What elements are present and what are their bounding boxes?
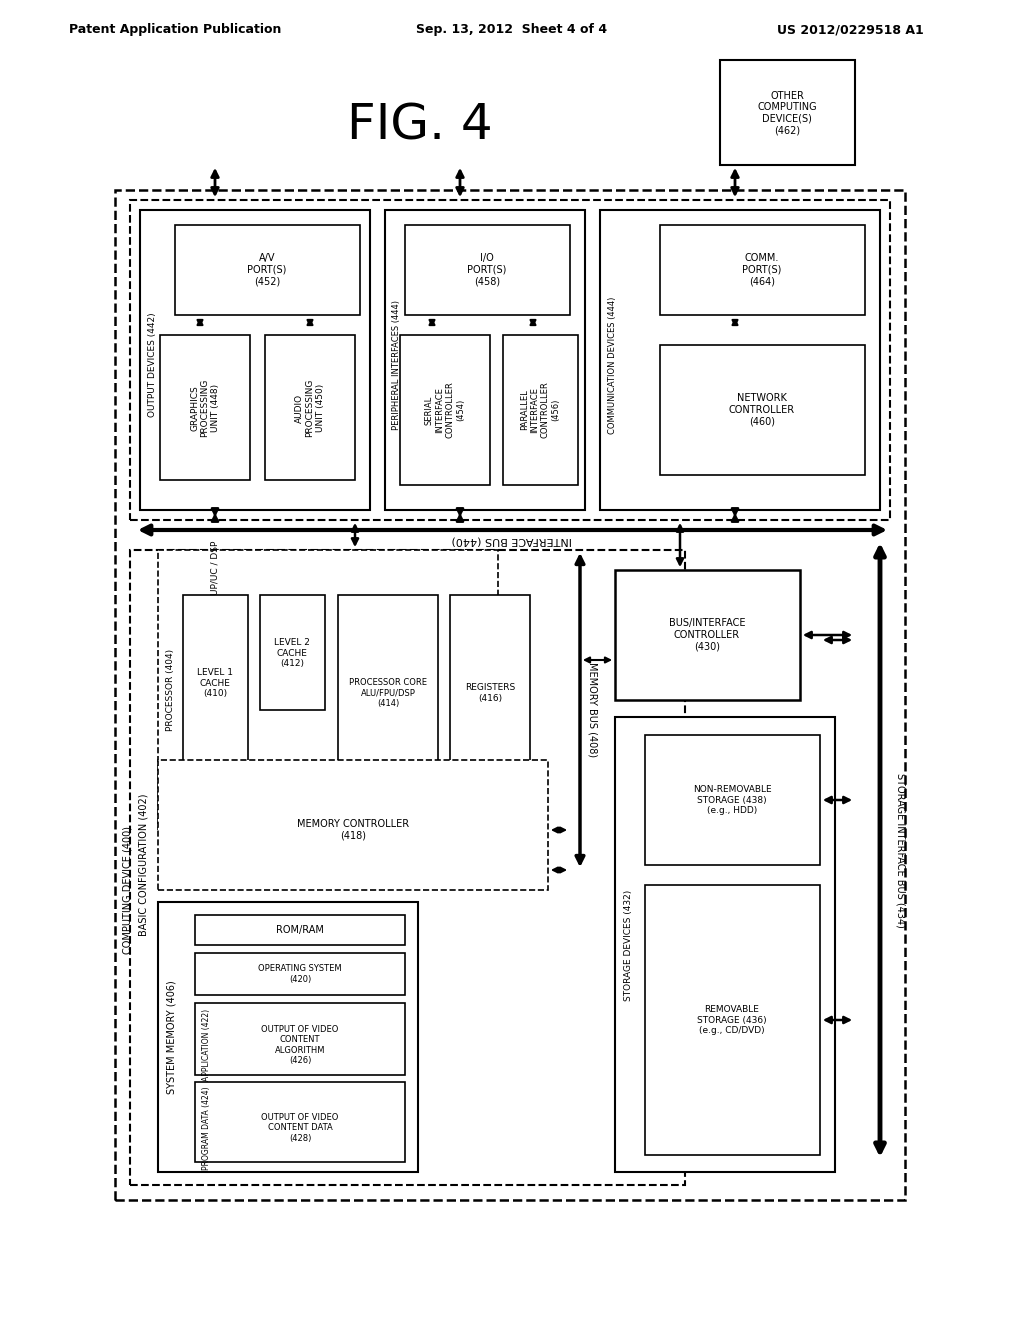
Text: SYSTEM MEMORY (406): SYSTEM MEMORY (406) <box>167 981 177 1094</box>
Text: OPERATING SYSTEM
(420): OPERATING SYSTEM (420) <box>258 965 342 983</box>
FancyBboxPatch shape <box>160 335 250 480</box>
FancyBboxPatch shape <box>183 595 248 770</box>
Text: STORAGE DEVICES (432): STORAGE DEVICES (432) <box>624 890 633 1001</box>
FancyBboxPatch shape <box>195 1082 406 1162</box>
FancyBboxPatch shape <box>130 550 685 1185</box>
Text: LEVEL 1
CACHE
(410): LEVEL 1 CACHE (410) <box>197 668 233 698</box>
FancyBboxPatch shape <box>130 201 890 520</box>
Text: COMPUTING DEVICE (400): COMPUTING DEVICE (400) <box>123 826 133 954</box>
Text: OUTPUT OF VIDEO
CONTENT
ALGORITHM
(426): OUTPUT OF VIDEO CONTENT ALGORITHM (426) <box>261 1024 339 1065</box>
Text: REMOVABLE
STORAGE (436)
(e.g., CD/DVD): REMOVABLE STORAGE (436) (e.g., CD/DVD) <box>697 1005 767 1035</box>
Text: PERIPHERAL INTERFACES (444): PERIPHERAL INTERFACES (444) <box>392 300 401 430</box>
Text: REGISTERS
(416): REGISTERS (416) <box>465 684 515 702</box>
Text: OUTPUT DEVICES (442): OUTPUT DEVICES (442) <box>147 313 157 417</box>
Text: PROCESSOR CORE
ALU/FPU/DSP
(414): PROCESSOR CORE ALU/FPU/DSP (414) <box>349 678 427 708</box>
FancyBboxPatch shape <box>600 210 880 510</box>
FancyBboxPatch shape <box>338 595 438 789</box>
Text: UP/UC / DSP: UP/UC / DSP <box>211 541 219 595</box>
FancyBboxPatch shape <box>195 953 406 995</box>
Text: STORAGE INTERFACE BUS (434): STORAGE INTERFACE BUS (434) <box>895 772 905 928</box>
Text: US 2012/0229518 A1: US 2012/0229518 A1 <box>776 24 924 37</box>
FancyBboxPatch shape <box>140 210 370 510</box>
FancyBboxPatch shape <box>645 884 820 1155</box>
Text: BUS/INTERFACE
CONTROLLER
(430): BUS/INTERFACE CONTROLLER (430) <box>669 618 745 652</box>
Text: A/V
PORT(S)
(452): A/V PORT(S) (452) <box>248 253 287 286</box>
FancyBboxPatch shape <box>660 345 865 475</box>
FancyBboxPatch shape <box>615 717 835 1172</box>
FancyBboxPatch shape <box>158 550 498 830</box>
FancyBboxPatch shape <box>645 735 820 865</box>
FancyBboxPatch shape <box>400 335 490 484</box>
Text: LEVEL 2
CACHE
(412): LEVEL 2 CACHE (412) <box>274 638 310 668</box>
Text: MEMORY CONTROLLER
(418): MEMORY CONTROLLER (418) <box>297 820 409 841</box>
FancyBboxPatch shape <box>450 595 530 789</box>
Text: COMM.
PORT(S)
(464): COMM. PORT(S) (464) <box>742 253 781 286</box>
Text: COMMUNICATION DEVICES (444): COMMUNICATION DEVICES (444) <box>607 296 616 434</box>
Text: I/O
PORT(S)
(458): I/O PORT(S) (458) <box>467 253 507 286</box>
Text: ROM/RAM: ROM/RAM <box>276 925 324 935</box>
Text: MEMORY BUS (408): MEMORY BUS (408) <box>588 663 598 758</box>
Text: Patent Application Publication: Patent Application Publication <box>69 24 282 37</box>
FancyBboxPatch shape <box>615 570 800 700</box>
FancyBboxPatch shape <box>175 224 360 315</box>
Text: AUDIO
PROCESSING
UNIT (450): AUDIO PROCESSING UNIT (450) <box>295 379 325 437</box>
Text: APPLICATION (422): APPLICATION (422) <box>203 1008 212 1081</box>
Text: OTHER
COMPUTING
DEVICE(S)
(462): OTHER COMPUTING DEVICE(S) (462) <box>757 91 817 136</box>
FancyBboxPatch shape <box>385 210 585 510</box>
FancyBboxPatch shape <box>115 190 905 1200</box>
Text: INTERFACE BUS (440): INTERFACE BUS (440) <box>452 535 572 545</box>
Text: BASIC CONFIGURATION (402): BASIC CONFIGURATION (402) <box>138 793 148 936</box>
FancyBboxPatch shape <box>195 915 406 945</box>
FancyBboxPatch shape <box>720 59 855 165</box>
FancyBboxPatch shape <box>503 335 578 484</box>
Text: Sep. 13, 2012  Sheet 4 of 4: Sep. 13, 2012 Sheet 4 of 4 <box>417 24 607 37</box>
FancyBboxPatch shape <box>260 595 325 710</box>
Text: NON-REMOVABLE
STORAGE (438)
(e.g., HDD): NON-REMOVABLE STORAGE (438) (e.g., HDD) <box>692 785 771 814</box>
FancyBboxPatch shape <box>265 335 355 480</box>
FancyBboxPatch shape <box>406 224 570 315</box>
FancyBboxPatch shape <box>195 1003 406 1074</box>
Text: OUTPUT OF VIDEO
CONTENT DATA
(428): OUTPUT OF VIDEO CONTENT DATA (428) <box>261 1113 339 1143</box>
Text: FIG. 4: FIG. 4 <box>347 102 493 149</box>
FancyBboxPatch shape <box>158 902 418 1172</box>
Text: GRAPHICS
PROCESSING
UNIT (448): GRAPHICS PROCESSING UNIT (448) <box>190 379 220 437</box>
Text: NETWORK
CONTROLLER
(460): NETWORK CONTROLLER (460) <box>729 393 795 426</box>
Text: PARALLEL
INTERFACE
CONTROLLER
(456): PARALLEL INTERFACE CONTROLLER (456) <box>520 381 560 438</box>
FancyBboxPatch shape <box>158 760 548 890</box>
Text: SERIAL
INTERFACE
CONTROLLER
(454): SERIAL INTERFACE CONTROLLER (454) <box>425 381 465 438</box>
Text: PROCESSOR (404): PROCESSOR (404) <box>166 649 174 731</box>
FancyBboxPatch shape <box>660 224 865 315</box>
Text: PROGRAM DATA (424): PROGRAM DATA (424) <box>203 1086 212 1170</box>
